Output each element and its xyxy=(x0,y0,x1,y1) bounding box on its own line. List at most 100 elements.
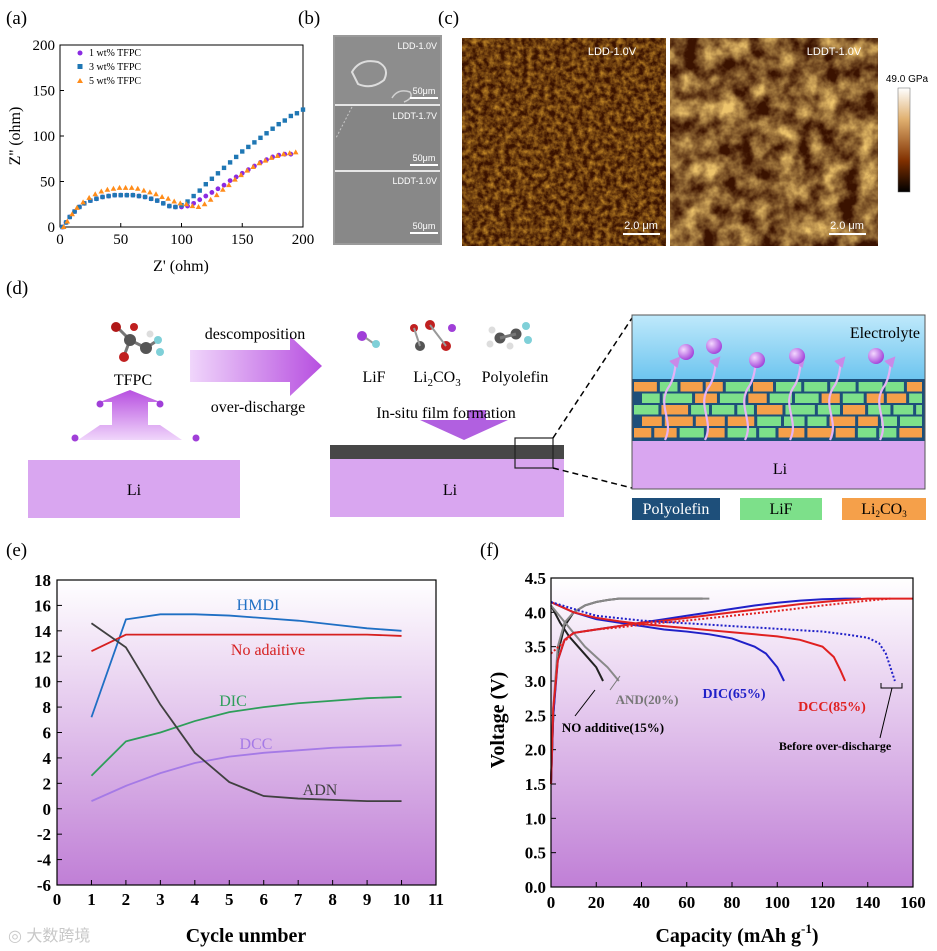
y-tick-label-e: 0 xyxy=(43,800,52,819)
point-square xyxy=(88,198,93,203)
y-tick-label-e: 14 xyxy=(34,622,52,641)
sei-brick xyxy=(857,428,877,438)
x-axis-label-e: Cycle unmber xyxy=(186,925,307,947)
sei-brick xyxy=(725,382,751,392)
point-triangle xyxy=(98,188,105,194)
sei-brick xyxy=(906,382,922,392)
down-arrow xyxy=(420,410,508,440)
series-label-dcc: DCC xyxy=(240,736,273,753)
x-tick-label-a: 0 xyxy=(56,232,64,248)
y-tick-label-e: 16 xyxy=(34,596,51,615)
point-triangle xyxy=(280,151,287,157)
point-square xyxy=(118,192,123,198)
y-tick-label-f: 1.5 xyxy=(525,775,546,794)
y-tick-label-e: 2 xyxy=(43,774,52,793)
point-triangle xyxy=(60,224,67,229)
point-square xyxy=(191,193,196,199)
point-square xyxy=(72,209,77,214)
x-tick-label-e: 8 xyxy=(328,890,337,909)
curve-before-over-discharge-charge xyxy=(550,597,891,655)
sei-brick xyxy=(807,428,833,438)
li-ion xyxy=(192,434,200,442)
y-axis-label-f: Voltage (V) xyxy=(487,672,509,768)
sei-brick xyxy=(759,428,776,438)
li-label-left: Li xyxy=(127,482,142,499)
point-triangle xyxy=(92,191,99,197)
sei-brick xyxy=(893,405,914,415)
panel-label-d: (d) xyxy=(6,278,28,299)
electrolyte-label: Electrolyte xyxy=(850,325,920,342)
ion-path xyxy=(788,356,806,441)
li-block-middle xyxy=(330,459,564,517)
series-line-adn xyxy=(90,622,402,803)
sei-brick xyxy=(679,428,704,438)
product-lif: LiF xyxy=(362,369,385,386)
y-tick-label-e: 12 xyxy=(34,647,51,666)
sei-brick xyxy=(695,393,717,403)
ion-path xyxy=(663,356,681,441)
y-tick-label-f: 2.5 xyxy=(525,706,546,725)
point-square xyxy=(246,144,251,150)
series-line-dic xyxy=(90,696,402,777)
li-ion-ball xyxy=(868,348,884,364)
x-tick-label-f: 0 xyxy=(547,893,556,912)
plot-f-background xyxy=(551,578,913,887)
x-tick-label-a: 100 xyxy=(170,232,193,248)
point-triangle xyxy=(177,200,184,206)
afm-images: LDD-1.0V LDDT-1.0V 2.0 μm 2.0 μm 49.0 GP… xyxy=(462,38,929,246)
li-label-zoom: Li xyxy=(773,461,788,478)
point-triangle xyxy=(268,154,275,160)
afm-label-1: LDD-1.0V xyxy=(588,46,637,58)
y-tick-label-e: -2 xyxy=(37,825,51,844)
sei-brick xyxy=(842,393,864,403)
curve-dcc-discharge xyxy=(550,601,847,682)
y-tick-label-f: 0.5 xyxy=(525,844,546,863)
point-circle xyxy=(215,186,221,192)
annotation-before: Before over-discharge xyxy=(779,739,892,753)
panel-label-c: (c) xyxy=(438,8,459,29)
legend-polyolefin-swatch xyxy=(632,498,720,520)
li-ion-ball xyxy=(789,348,805,364)
point-square xyxy=(294,111,300,116)
polyolefin-molecule xyxy=(486,322,532,350)
sei-brick xyxy=(661,405,689,415)
x-tick-label-f: 40 xyxy=(633,893,650,912)
point-triangle xyxy=(134,185,141,191)
sem-scale-1: 50μm xyxy=(413,86,436,96)
sei-brick xyxy=(634,405,659,415)
point-square xyxy=(282,118,287,123)
point-square xyxy=(227,160,233,165)
li-ion xyxy=(96,400,104,408)
afm-colorbar xyxy=(897,87,911,193)
point-circle xyxy=(221,182,227,188)
arrow-label-bottom: over-discharge xyxy=(211,399,305,416)
tfpc-label: TFPC xyxy=(114,372,152,389)
series-line-dcc xyxy=(91,744,402,802)
x-tick-label-e: 6 xyxy=(259,890,268,909)
sei-brick xyxy=(695,416,725,426)
series-label-no-additive: No adaitive xyxy=(231,642,305,659)
point-triangle xyxy=(104,186,111,192)
li-ion-ball xyxy=(749,352,765,368)
x-tick-label-e: 3 xyxy=(156,890,165,909)
ion-path xyxy=(828,356,846,441)
zoom-box xyxy=(514,437,554,469)
legend-marker-5wt xyxy=(77,78,83,83)
panel-label-f: (f) xyxy=(480,540,499,561)
annotation-no-additive: NO additive(15%) xyxy=(562,720,664,735)
point-triangle xyxy=(207,196,214,202)
sei-brick xyxy=(807,416,827,426)
li2co3-molecule xyxy=(410,320,456,351)
y-tick-label-f: 4.5 xyxy=(525,569,546,588)
legend-li2co3: Li2CO3 xyxy=(861,501,907,519)
sei-brick xyxy=(835,428,855,438)
point-triangle xyxy=(292,149,299,155)
x-tick-label-a: 50 xyxy=(113,232,128,248)
y-tick-label-e: -6 xyxy=(37,876,51,895)
x-tick-label-e: 1 xyxy=(87,890,96,909)
y-tick-label-a: 0 xyxy=(48,220,56,236)
point-triangle xyxy=(195,203,202,209)
point-triangle xyxy=(110,185,117,191)
